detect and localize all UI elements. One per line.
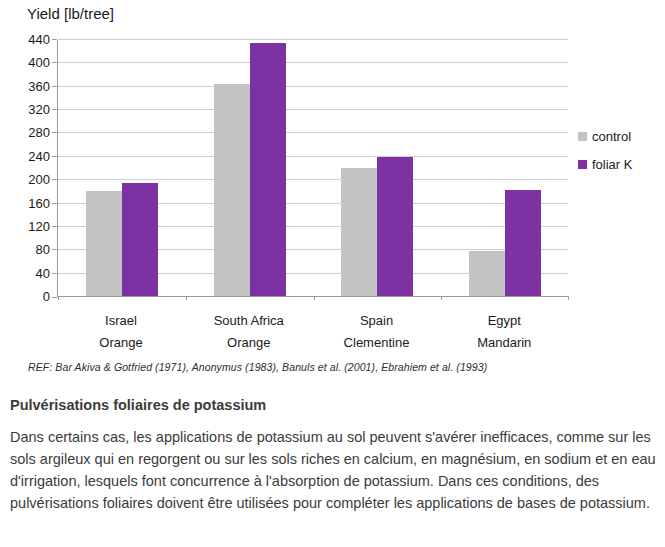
y-axis-label: 160	[8, 197, 50, 211]
chart-reference: REF: Bar Akiva & Gotfried (1971), Anonym…	[28, 361, 665, 373]
y-axis-tick	[52, 156, 57, 157]
legend-swatch-icon	[578, 132, 587, 141]
y-axis-tick	[52, 86, 57, 87]
y-axis-label: 320	[8, 103, 50, 117]
y-axis-label: 280	[8, 126, 50, 140]
chart-title: Yield [lb/tree]	[27, 5, 114, 22]
y-axis-label: 0	[8, 290, 50, 304]
gridline	[58, 62, 568, 63]
x-axis-tick	[314, 296, 315, 300]
y-axis-tick	[52, 297, 57, 298]
bar-control	[86, 191, 122, 296]
plot-area	[57, 40, 568, 297]
y-axis-label: 40	[8, 267, 50, 281]
y-axis-label: 360	[8, 80, 50, 94]
category-label: EgyptMandarin	[440, 310, 568, 354]
y-axis-label: 200	[8, 173, 50, 187]
y-axis-tick	[52, 62, 57, 63]
y-axis-label: 120	[8, 220, 50, 234]
category-label: IsraelOrange	[57, 310, 185, 354]
gridline	[58, 86, 568, 87]
y-axis-label: 80	[8, 243, 50, 257]
legend-label: control	[592, 129, 631, 144]
bar-control	[341, 168, 377, 297]
y-axis-tick	[52, 109, 57, 110]
x-axis-tick	[441, 296, 442, 300]
x-axis-tick	[186, 296, 187, 300]
y-axis-tick	[52, 226, 57, 227]
chart-legend: control foliar K	[578, 122, 632, 178]
legend-swatch-icon	[578, 160, 587, 169]
y-axis-tick	[52, 132, 57, 133]
gridline	[58, 39, 568, 40]
bar-foliar-k	[250, 43, 286, 296]
category-label: South AfricaOrange	[185, 310, 313, 354]
legend-item: foliar K	[578, 150, 632, 178]
legend-label: foliar K	[592, 157, 632, 172]
y-axis-tick	[52, 273, 57, 274]
gridline	[58, 109, 568, 110]
bar-control	[469, 251, 505, 296]
gridline	[58, 179, 568, 180]
bar-foliar-k	[377, 157, 413, 296]
y-axis-label: 440	[8, 33, 50, 47]
bar-foliar-k	[122, 183, 158, 296]
x-axis-tick	[58, 296, 59, 300]
gridline	[58, 156, 568, 157]
y-axis-tick	[52, 249, 57, 250]
article-heading: Pulvérisations foliaires de potassium	[10, 397, 660, 413]
article-section: Pulvérisations foliaires de potassium Da…	[10, 397, 660, 514]
y-axis-tick	[52, 39, 57, 40]
bar-foliar-k	[505, 190, 541, 296]
gridline	[58, 132, 568, 133]
y-axis-label: 240	[8, 150, 50, 164]
x-axis-tick	[568, 296, 569, 300]
y-axis-tick	[52, 179, 57, 180]
yield-bar-chart: Yield [lb/tree] control foliar K 0 40 80 120…	[0, 0, 665, 358]
bar-control	[214, 84, 250, 296]
article-body: Dans certains cas, les applications de p…	[10, 426, 660, 514]
legend-item: control	[578, 122, 632, 150]
y-axis-tick	[52, 203, 57, 204]
y-axis-label: 400	[8, 56, 50, 70]
category-label: SpainClementine	[313, 310, 441, 354]
